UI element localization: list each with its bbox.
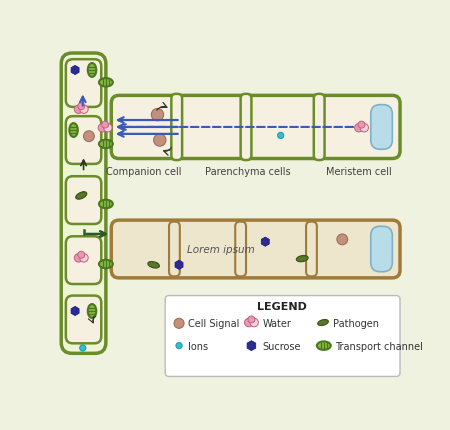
- FancyBboxPatch shape: [169, 222, 180, 276]
- Circle shape: [278, 133, 284, 139]
- Circle shape: [80, 345, 86, 351]
- Circle shape: [74, 254, 83, 262]
- Circle shape: [174, 319, 184, 329]
- Ellipse shape: [148, 262, 159, 268]
- FancyBboxPatch shape: [66, 296, 101, 344]
- Text: Meristem cell: Meristem cell: [326, 167, 392, 177]
- Circle shape: [104, 124, 112, 132]
- Circle shape: [248, 316, 255, 323]
- FancyBboxPatch shape: [66, 237, 101, 284]
- Text: Sucrose: Sucrose: [262, 341, 301, 351]
- Circle shape: [153, 135, 166, 147]
- Circle shape: [78, 104, 85, 111]
- Ellipse shape: [99, 140, 113, 149]
- FancyBboxPatch shape: [171, 95, 182, 161]
- FancyBboxPatch shape: [165, 296, 400, 377]
- Circle shape: [360, 124, 369, 132]
- Ellipse shape: [88, 64, 96, 78]
- FancyBboxPatch shape: [314, 95, 324, 161]
- Circle shape: [358, 122, 365, 129]
- Circle shape: [102, 122, 108, 129]
- Ellipse shape: [99, 260, 113, 269]
- Circle shape: [244, 319, 253, 327]
- Polygon shape: [175, 261, 183, 270]
- Polygon shape: [71, 307, 79, 316]
- Text: Transport channel: Transport channel: [335, 341, 423, 351]
- Polygon shape: [261, 237, 269, 247]
- Circle shape: [74, 106, 83, 114]
- Ellipse shape: [99, 200, 113, 209]
- FancyBboxPatch shape: [66, 60, 101, 108]
- Circle shape: [98, 124, 107, 132]
- Text: Ions: Ions: [188, 341, 208, 351]
- Text: Parenchyma cells: Parenchyma cells: [205, 167, 290, 177]
- FancyBboxPatch shape: [306, 222, 317, 276]
- Circle shape: [250, 319, 258, 327]
- FancyBboxPatch shape: [66, 117, 101, 165]
- Ellipse shape: [69, 124, 78, 138]
- Ellipse shape: [318, 320, 328, 326]
- Ellipse shape: [76, 192, 87, 200]
- Polygon shape: [247, 341, 256, 351]
- Text: Pathogen: Pathogen: [333, 319, 379, 329]
- Text: LEGEND: LEGEND: [257, 301, 307, 311]
- Text: Lorem ipsum: Lorem ipsum: [187, 244, 255, 254]
- Circle shape: [337, 234, 348, 245]
- Text: Cell Signal: Cell Signal: [188, 319, 240, 329]
- FancyBboxPatch shape: [371, 227, 392, 272]
- Circle shape: [151, 109, 164, 122]
- FancyBboxPatch shape: [111, 96, 400, 159]
- Circle shape: [84, 132, 94, 142]
- FancyBboxPatch shape: [111, 221, 400, 278]
- FancyBboxPatch shape: [61, 54, 106, 353]
- Circle shape: [355, 124, 363, 132]
- Circle shape: [80, 106, 88, 114]
- Ellipse shape: [88, 304, 96, 318]
- Circle shape: [176, 343, 182, 349]
- Circle shape: [80, 254, 88, 262]
- Ellipse shape: [317, 341, 331, 350]
- FancyBboxPatch shape: [371, 105, 392, 150]
- Circle shape: [78, 252, 85, 258]
- Ellipse shape: [297, 256, 308, 262]
- Polygon shape: [71, 66, 79, 75]
- Text: Companion cell: Companion cell: [106, 167, 181, 177]
- FancyBboxPatch shape: [235, 222, 246, 276]
- Ellipse shape: [99, 79, 113, 87]
- FancyBboxPatch shape: [66, 177, 101, 224]
- Text: Water: Water: [262, 319, 291, 329]
- FancyBboxPatch shape: [241, 95, 252, 161]
